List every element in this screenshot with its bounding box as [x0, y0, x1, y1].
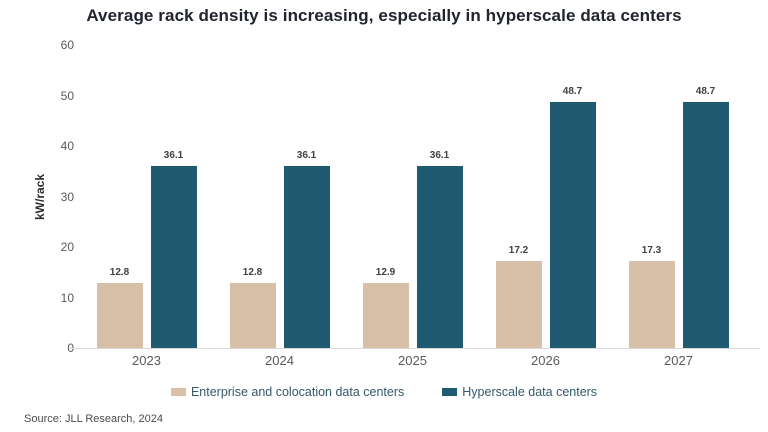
chart-title: Average rack density is increasing, espe… — [86, 6, 682, 25]
bar-chart-plot-area: 12.8 36.1 12.8 36.1 12.9 36.1 17.2 48.7 17.3 48.7 — [80, 45, 745, 348]
bar-value-label: 36.1 — [429, 149, 450, 161]
bar-group-2024: 12.8 36.1 — [213, 45, 346, 348]
legend-label: Enterprise and colocation data centers — [190, 385, 405, 399]
source-note: Source: JLL Research, 2024 — [24, 413, 164, 425]
bar: 12.9 — [362, 267, 409, 348]
y-tick-label: 10 — [60, 290, 74, 305]
legend-item: Enterprise and colocation data centers — [170, 385, 405, 399]
legend-label: Hyperscale data centers — [462, 385, 598, 399]
bar: 12.8 — [96, 267, 143, 348]
y-tick-label: 60 — [60, 38, 74, 52]
bar: 17.3 — [628, 245, 675, 348]
bar-value-label: 36.1 — [296, 149, 317, 161]
bar: 17.2 — [495, 245, 542, 348]
y-tick-label: 30 — [60, 189, 74, 204]
legend-swatch-icon — [170, 388, 186, 396]
bar: 36.1 — [416, 150, 463, 348]
x-tick-label: 2024 — [265, 353, 294, 368]
x-tick-label: 2027 — [664, 353, 693, 368]
bar-value-label: 48.7 — [695, 86, 716, 98]
bar: 12.8 — [229, 267, 276, 348]
y-tick-label: 40 — [60, 139, 74, 153]
bar-group-2027: 17.3 48.7 — [612, 45, 745, 348]
bar-value-label: 17.2 — [508, 245, 529, 257]
bar-value-label: 36.1 — [163, 149, 184, 161]
chart-legend: Enterprise and colocation data centers Hy… — [0, 385, 768, 399]
bar: 48.7 — [682, 86, 729, 348]
bar: 48.7 — [549, 86, 596, 348]
x-tick-label: 2023 — [132, 353, 161, 368]
bar: 36.1 — [283, 150, 330, 348]
x-tick-label: 2025 — [398, 353, 427, 368]
bar-value-label: 12.8 — [242, 267, 263, 279]
x-axis-baseline — [70, 348, 760, 349]
y-tick-label: 20 — [60, 240, 74, 254]
bar-group-2023: 12.8 36.1 — [80, 45, 213, 348]
y-tick-label: 50 — [60, 88, 74, 103]
bar-value-label: 48.7 — [562, 86, 583, 98]
bar-group-2026: 17.2 48.7 — [479, 45, 612, 348]
legend-swatch-icon — [442, 388, 458, 396]
bar: 36.1 — [150, 150, 197, 348]
legend-item: Hyperscale data centers — [442, 385, 597, 399]
bar-value-label: 17.3 — [641, 244, 662, 256]
y-tick-label: 0 — [38, 341, 74, 355]
bar-value-label: 12.9 — [375, 266, 396, 278]
bar-group-2025: 12.9 36.1 — [346, 45, 479, 348]
x-tick-label: 2026 — [531, 353, 560, 368]
x-axis-ticks: 2023 2024 2025 2026 2027 — [80, 353, 745, 368]
bar-value-label: 12.8 — [109, 267, 130, 279]
